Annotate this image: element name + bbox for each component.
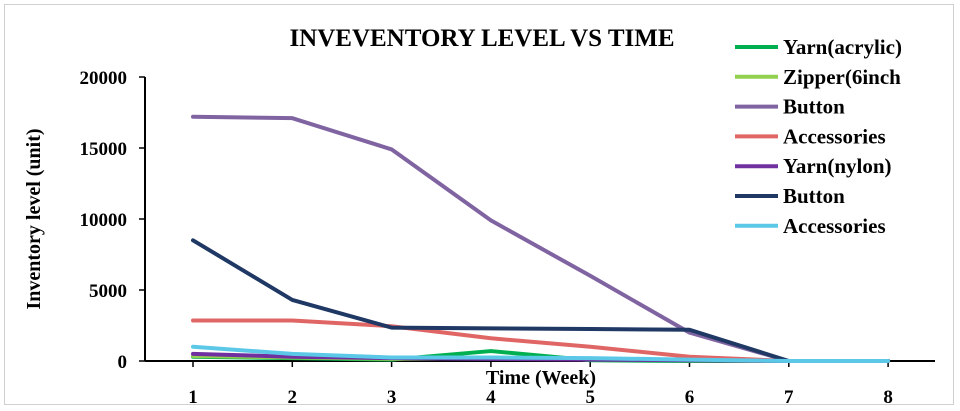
x-tick-label: 1: [188, 387, 198, 408]
legend-label: Button: [783, 184, 845, 208]
x-tick-label: 5: [585, 387, 595, 408]
legend-label: Yarn(acrylic): [783, 35, 902, 59]
x-tick-label: 4: [486, 387, 496, 408]
y-tick-label: 0: [118, 352, 128, 373]
plot-area: [191, 114, 891, 363]
y-axis-label: Inventory level (unit): [23, 128, 45, 309]
legend: Yarn(acrylic) Zipper(6inch Button Accessori…: [735, 35, 902, 238]
legend-label: Accessories: [783, 214, 886, 238]
x-tick-label: 3: [387, 387, 397, 408]
x-axis-label: Time (Week): [486, 367, 596, 389]
chart-title: INVEVENTORY LEVEL VS TIME: [289, 25, 674, 52]
y-tick-label: 5000: [89, 281, 127, 302]
x-tick-label: 2: [288, 387, 298, 408]
x-tick-label: 8: [883, 387, 893, 408]
y-tick-label: 15000: [80, 139, 128, 160]
x-tick-label: 7: [784, 387, 794, 408]
legend-label: Zipper(6inch: [783, 65, 901, 89]
series-line-6: [191, 344, 891, 363]
y-tick-label: 20000: [80, 68, 128, 89]
legend-label: Button: [783, 95, 845, 119]
axes: 0 5000 10000 15000 20000 1 2 3 4 5 6 7 8: [80, 68, 935, 408]
legend-label: Accessories: [783, 124, 886, 148]
series-line-5: [191, 238, 891, 363]
legend-label: Yarn(nylon): [783, 154, 892, 178]
y-tick-label: 10000: [80, 210, 128, 231]
x-tick-label: 6: [685, 387, 695, 408]
